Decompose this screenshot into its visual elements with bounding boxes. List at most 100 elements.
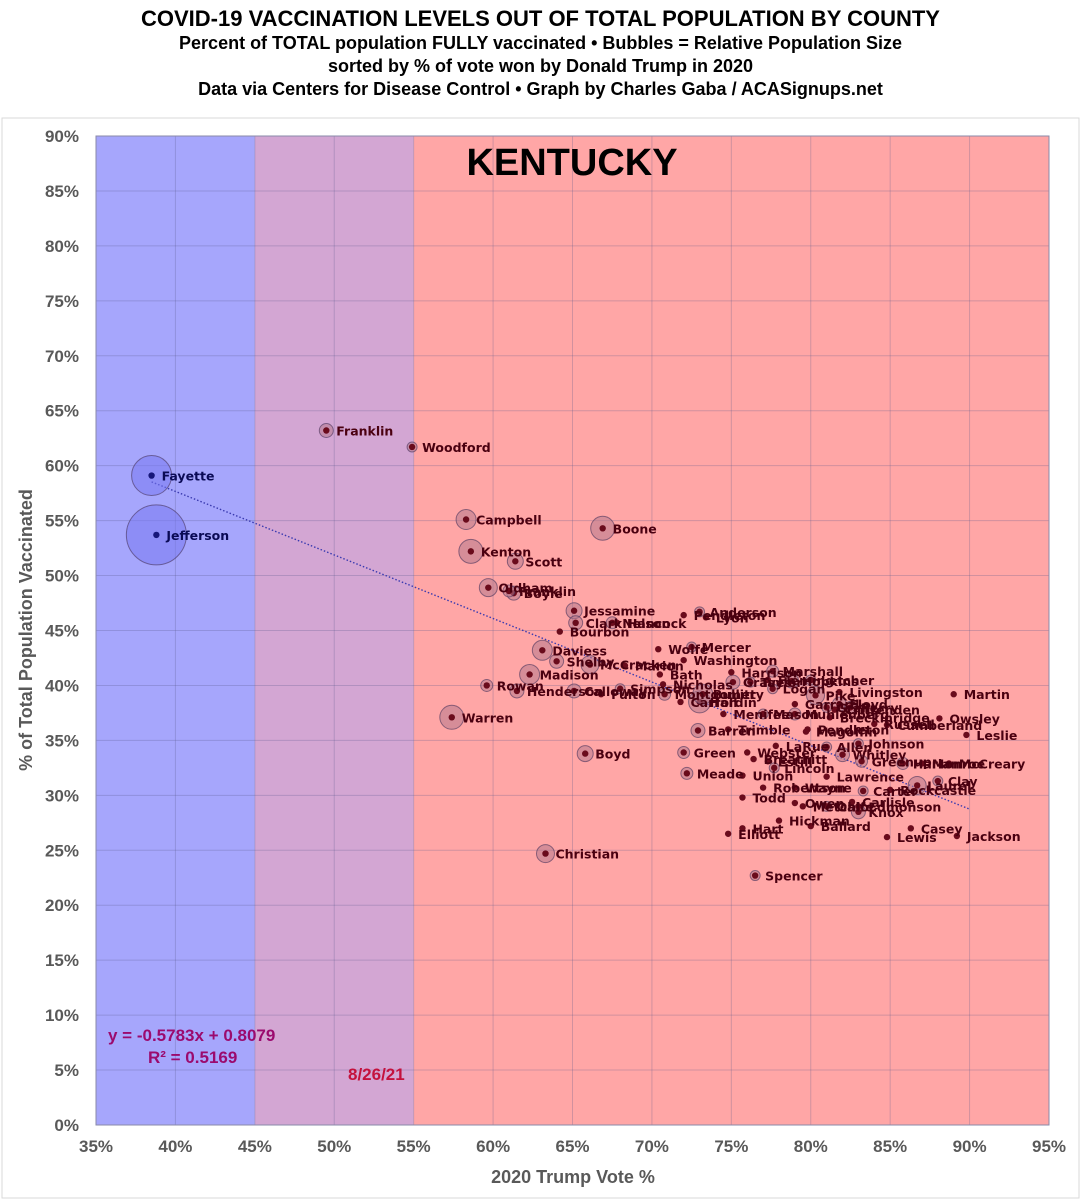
point-elliott xyxy=(724,830,732,837)
label-leslie: Leslie xyxy=(976,728,1017,743)
point-breckinridge xyxy=(826,714,834,721)
point-madison xyxy=(526,671,533,678)
point-greenup xyxy=(858,758,865,765)
point-leslie xyxy=(963,731,970,739)
y-tick-label: 50% xyxy=(45,567,79,586)
label-hardin: Hardin xyxy=(710,695,757,710)
y-tick-label: 55% xyxy=(45,512,79,531)
point-ballard xyxy=(807,822,814,830)
point-letcher xyxy=(807,676,814,684)
label-estill: Estill xyxy=(778,754,813,769)
label-marion: Marion xyxy=(635,659,684,674)
label-laurel: Laurel xyxy=(927,778,971,793)
point-pendleton xyxy=(680,611,687,619)
point-franklin xyxy=(505,587,513,595)
label-clay: Clay xyxy=(948,774,978,789)
label-jefferson: Jefferson xyxy=(165,528,229,543)
point-allen xyxy=(823,743,830,751)
point-russell xyxy=(871,720,878,728)
point-crittenden xyxy=(831,706,838,713)
point-knox xyxy=(855,808,862,816)
y-tick-labels: 0% 5% 10% 15% 20% 25% 30% 35% 40% 45% 50% 55% 60% 65%… xyxy=(45,127,79,1135)
point-wolfe xyxy=(655,645,662,653)
label-harlan: Harlan xyxy=(913,756,960,771)
label-green: Green xyxy=(694,745,736,760)
label-calloway: Calloway xyxy=(584,684,647,699)
point-menifee xyxy=(720,710,727,718)
point-todd xyxy=(739,794,746,801)
label-webster: Webster xyxy=(757,745,817,760)
point-campbell xyxy=(462,516,470,523)
label-marshall: Marshall xyxy=(783,664,843,679)
label-franklin: Franklin xyxy=(519,584,576,599)
band-1 xyxy=(254,136,414,1125)
label-pendleton: Pendleton xyxy=(694,608,766,623)
label-menifee: Menifee xyxy=(733,707,790,722)
label-woodford: Woodford xyxy=(422,440,491,455)
label-pike: Pike xyxy=(826,688,856,703)
label-monroe: Monroe xyxy=(932,756,985,771)
point-garrard xyxy=(791,700,799,708)
x-tick-label: 55% xyxy=(397,1137,431,1156)
point-mccreary xyxy=(945,760,953,767)
point-daviess xyxy=(539,647,546,654)
chart-frame xyxy=(1,117,1080,1199)
label-trimble: Trimble xyxy=(738,722,790,737)
point-muhlenberg xyxy=(791,710,799,718)
x-tick-label: 45% xyxy=(238,1137,272,1156)
label-owen: Owen xyxy=(805,796,845,811)
label-logan: Logan xyxy=(783,682,826,697)
data-points xyxy=(125,423,970,882)
label-madison: Madison xyxy=(540,667,599,682)
point-henderson xyxy=(513,687,521,695)
label-lewis: Lewis xyxy=(897,830,937,845)
label-spencer: Spencer xyxy=(765,869,823,884)
band-2 xyxy=(413,136,1050,1125)
y-tick-label: 30% xyxy=(45,786,79,805)
y-tick-label: 10% xyxy=(45,1006,79,1025)
label-bath: Bath xyxy=(670,667,703,682)
point-mason xyxy=(759,710,767,718)
point-mccracken xyxy=(586,661,594,668)
point-owen xyxy=(791,799,799,807)
label-bullitt: Bullitt xyxy=(713,687,756,702)
label-rowan: Rowan xyxy=(497,678,544,693)
point-estill xyxy=(764,758,772,765)
label-washington: Washington xyxy=(694,653,778,668)
label-ballard: Ballard xyxy=(821,819,871,834)
x-tick-label: 65% xyxy=(555,1137,589,1156)
point-hickman xyxy=(775,817,783,824)
x-tick-labels: 35% 40% 45% 50% 55% 60% 65% 70% 75% 80% 85% 90% 95% xyxy=(79,1137,1066,1156)
y-tick-label: 85% xyxy=(45,182,79,201)
label-nelson: Nelson xyxy=(622,616,670,631)
point-grant xyxy=(823,704,830,711)
label-hart: Hart xyxy=(752,821,783,836)
label-lincoln: Lincoln xyxy=(784,761,834,776)
label-knox: Knox xyxy=(868,805,903,820)
point-green xyxy=(680,749,687,756)
label-todd: Todd xyxy=(752,791,785,806)
point-woodford xyxy=(408,443,416,451)
point-floyd xyxy=(836,700,843,708)
point-martin xyxy=(950,691,957,698)
label-carter: Carter xyxy=(873,784,918,799)
point-lawrence xyxy=(823,773,830,780)
point-marion xyxy=(621,662,629,669)
label-larue: LaRue xyxy=(786,739,829,754)
label-cumberland: Cumberland xyxy=(897,718,982,733)
label-whitley: Whitley xyxy=(853,748,907,763)
point-barren xyxy=(694,727,702,734)
label-mason: Mason xyxy=(773,707,819,722)
label-carlisle: Carlisle xyxy=(862,795,915,810)
x-tick-label: 70% xyxy=(635,1137,669,1156)
point-taylor xyxy=(747,678,754,686)
label-lawrence: Lawrence xyxy=(837,770,904,785)
point-perry xyxy=(847,704,854,711)
label-breathitt: Breathitt xyxy=(764,752,828,767)
x-tick-label: 60% xyxy=(476,1137,510,1156)
point-logan xyxy=(769,685,776,692)
point-graves xyxy=(729,678,737,686)
x-axis-label: 2020 Trump Vote % xyxy=(491,1167,655,1187)
label-mccracken: McCracken xyxy=(600,658,676,673)
label-franklin: Franklin xyxy=(336,424,393,439)
